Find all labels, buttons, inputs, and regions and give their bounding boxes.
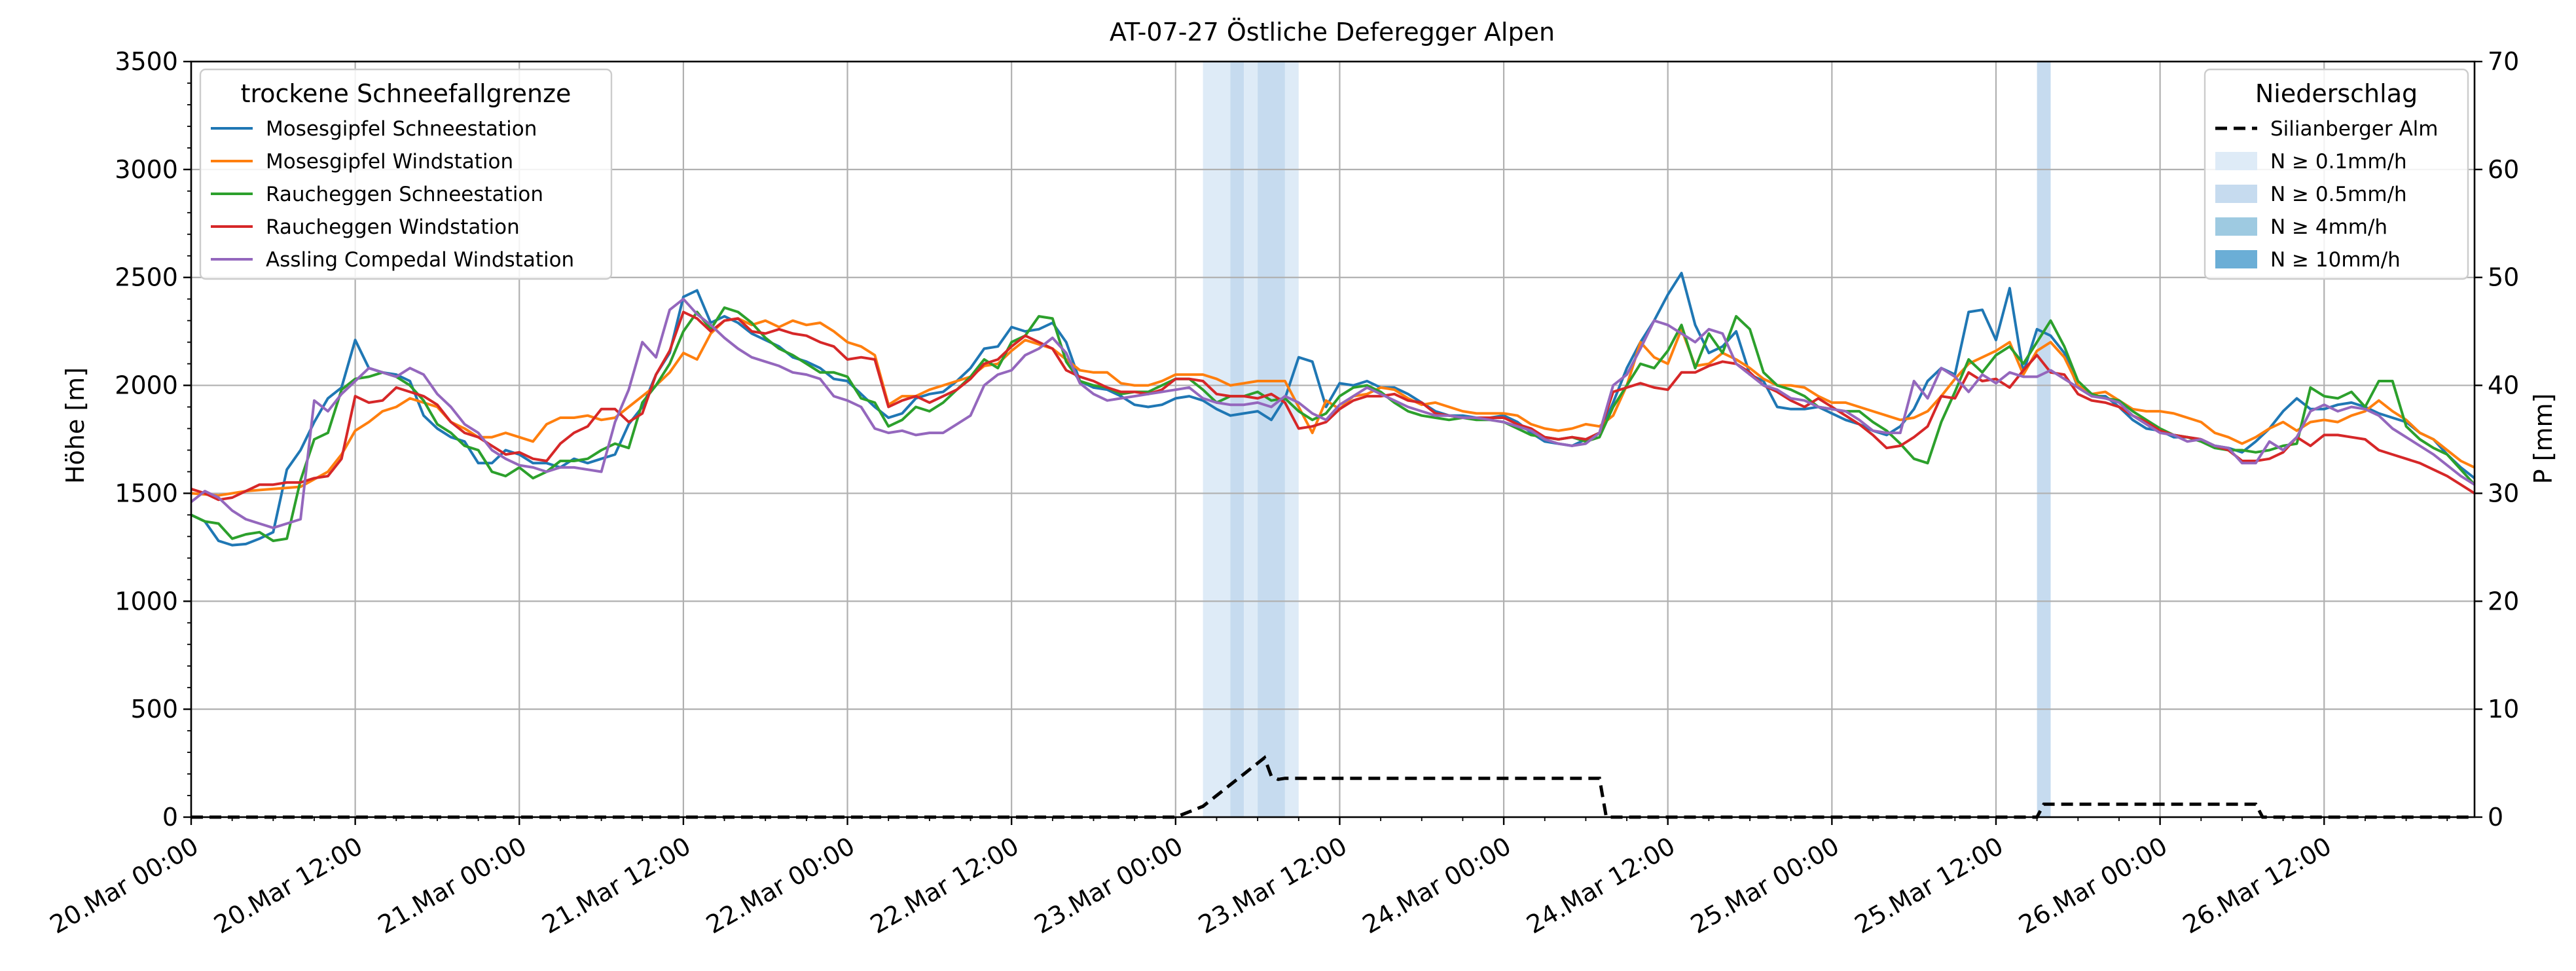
ytick-label-left-2: 1000 (115, 587, 178, 615)
legend-left-label-4: Assling Compedal Windstation (266, 248, 574, 272)
chart-title: AT-07-27 Östliche Deferegger Alpen (1110, 18, 1555, 46)
ytick-label-left-7: 3500 (115, 47, 178, 76)
ytick-label-left-1: 500 (130, 695, 178, 724)
series-line-4 (190, 297, 2476, 530)
legend-right-box (2204, 68, 2469, 280)
ytick-label-left-6: 3000 (115, 155, 178, 184)
ytick-label-right-0: 0 (2488, 803, 2503, 832)
y-axis-label-right: P [mm] (2529, 394, 2558, 485)
precip-band-1 (1230, 62, 1244, 817)
ytick-label-right-6: 60 (2488, 155, 2519, 184)
ytick-label-left-4: 2000 (115, 371, 178, 400)
legend-right-swatch-1 (2215, 152, 2257, 170)
ytick-label-right-4: 40 (2488, 371, 2519, 400)
y-axis-label-left: Höhe [m] (61, 367, 90, 484)
precip-band-2 (1244, 62, 1258, 817)
plot-frame (190, 60, 2476, 818)
legend-left-label-3: Raucheggen Windstation (266, 215, 520, 239)
ytick-label-left-5: 2500 (115, 263, 178, 292)
legend-left-label-0: Mosesgipfel Schneestation (266, 117, 537, 141)
legend-left-label-2: Raucheggen Schneestation (266, 183, 543, 206)
ytick-label-right-7: 70 (2488, 47, 2519, 76)
precip-band-0 (1203, 62, 1231, 817)
legend-left-label-1: Mosesgipfel Windstation (266, 150, 513, 174)
legend-right-label-2: N ≥ 0.5mm/h (2270, 183, 2407, 206)
ytick-label-right-1: 10 (2488, 695, 2519, 724)
legend-right-swatch-3 (2215, 217, 2257, 236)
legend-right-label-0: Silianberger Alm (2270, 117, 2438, 141)
legend-left-box (199, 68, 613, 280)
legend-right-swatch-4 (2215, 250, 2257, 268)
ytick-label-left-3: 1500 (115, 479, 178, 507)
ytick-label-left-0: 0 (162, 803, 178, 832)
series-line-2 (190, 306, 2476, 542)
legend-right-swatch-2 (2215, 185, 2257, 203)
legend-right-label-1: N ≥ 0.1mm/h (2270, 150, 2407, 174)
legend-right-title: Niederschlag (2255, 79, 2418, 108)
legend-right-label-3: N ≥ 4mm/h (2270, 215, 2387, 239)
precip-band-3 (1258, 62, 1285, 817)
series-line-1 (190, 317, 2475, 497)
series-line-3 (190, 310, 2476, 502)
ytick-label-right-5: 50 (2488, 263, 2519, 292)
ytick-label-right-2: 20 (2488, 587, 2519, 615)
legend-right-label-4: N ≥ 10mm/h (2270, 248, 2401, 272)
legend-left-title: trockene Schneefallgrenze (241, 79, 571, 108)
ytick-label-right-3: 30 (2488, 479, 2519, 507)
precip-band-4 (1284, 62, 1299, 817)
precip-line-silianberger-alm (191, 755, 2475, 819)
precip-band-5 (2037, 62, 2051, 817)
